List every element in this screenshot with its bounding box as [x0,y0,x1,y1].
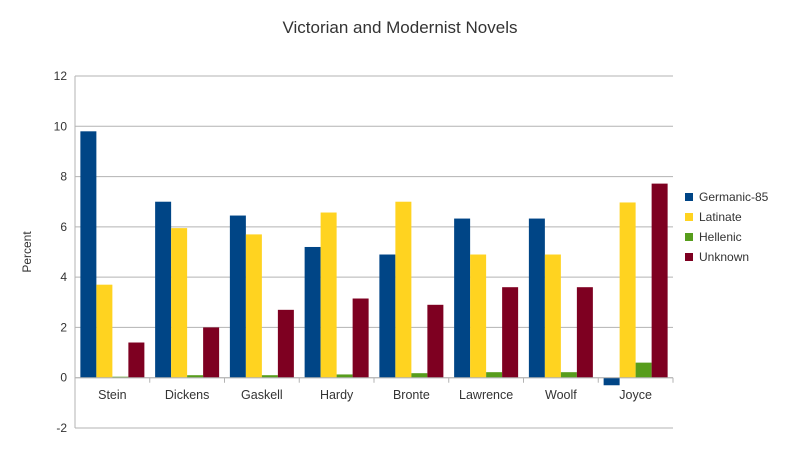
bar-hellenic-joyce [635,362,652,378]
bar-latinate-stein [96,284,113,378]
y-axis-label: Percent [20,231,34,273]
bar-germanic-85-dickens [155,201,172,378]
bar-unknown-bronte [427,304,444,378]
bar-germanic-85-woolf [528,218,545,378]
y-tick-label: -2 [56,421,67,435]
legend-label: Hellenic [699,230,742,244]
bar-germanic-85-stein [80,131,97,378]
bar-unknown-dickens [203,327,220,378]
bar-hellenic-lawrence [486,372,503,378]
x-tick-label: Woolf [545,388,577,402]
y-tick-label: 0 [60,371,67,385]
bar-hellenic-stein [112,376,129,378]
x-tick-label: Lawrence [459,388,513,402]
bars [80,131,668,386]
legend-swatch [685,193,693,201]
bar-latinate-gaskell [245,234,262,378]
bar-latinate-lawrence [470,254,487,378]
legend-swatch [685,213,693,221]
bar-unknown-hardy [352,298,369,378]
y-tick-label: 6 [60,220,67,234]
bar-hellenic-woolf [560,372,577,378]
legend-swatch [685,233,693,241]
y-tick-label: 8 [60,170,67,184]
bar-germanic-85-lawrence [454,218,471,378]
bar-latinate-woolf [544,254,561,378]
bar-unknown-stein [128,342,145,378]
legend-swatch [685,253,693,261]
bar-germanic-85-bronte [379,254,396,378]
x-tick-label: Hardy [320,388,354,402]
x-tick-label: Bronte [393,388,430,402]
bar-latinate-joyce [619,202,636,378]
bar-germanic-85-joyce [603,377,620,386]
axes: -2 0 2 4 6 8 10 12 Stein Dickens Gaskell Hardy Bront… [54,69,674,435]
bar-latinate-dickens [171,228,188,378]
bar-germanic-85-hardy [304,246,321,378]
bar-hellenic-dickens [187,375,204,378]
bar-unknown-lawrence [502,287,519,378]
legend: Germanic-85 Latinate Hellenic Unknown [685,190,769,264]
x-tick-label: Dickens [165,388,209,402]
bar-unknown-joyce [651,183,668,378]
y-tick-label: 12 [54,69,68,83]
bar-unknown-gaskell [277,309,294,378]
x-tick-label: Gaskell [241,388,283,402]
bar-unknown-woolf [576,287,593,378]
bar-hellenic-bronte [411,373,428,378]
legend-label: Unknown [699,250,749,264]
bar-latinate-hardy [320,212,337,378]
legend-label: Latinate [699,210,742,224]
x-tick-label: Stein [98,388,127,402]
y-tick-label: 10 [54,119,68,133]
y-tick-label: 4 [60,270,67,284]
bar-hellenic-gaskell [261,375,278,378]
bar-hellenic-hardy [336,374,353,378]
x-tick-label: Joyce [619,388,652,402]
legend-label: Germanic-85 [699,190,769,204]
chart-title: Victorian and Modernist Novels [283,18,518,37]
bar-latinate-bronte [395,201,412,378]
y-tick-label: 2 [60,320,67,334]
bar-germanic-85-gaskell [229,215,246,378]
